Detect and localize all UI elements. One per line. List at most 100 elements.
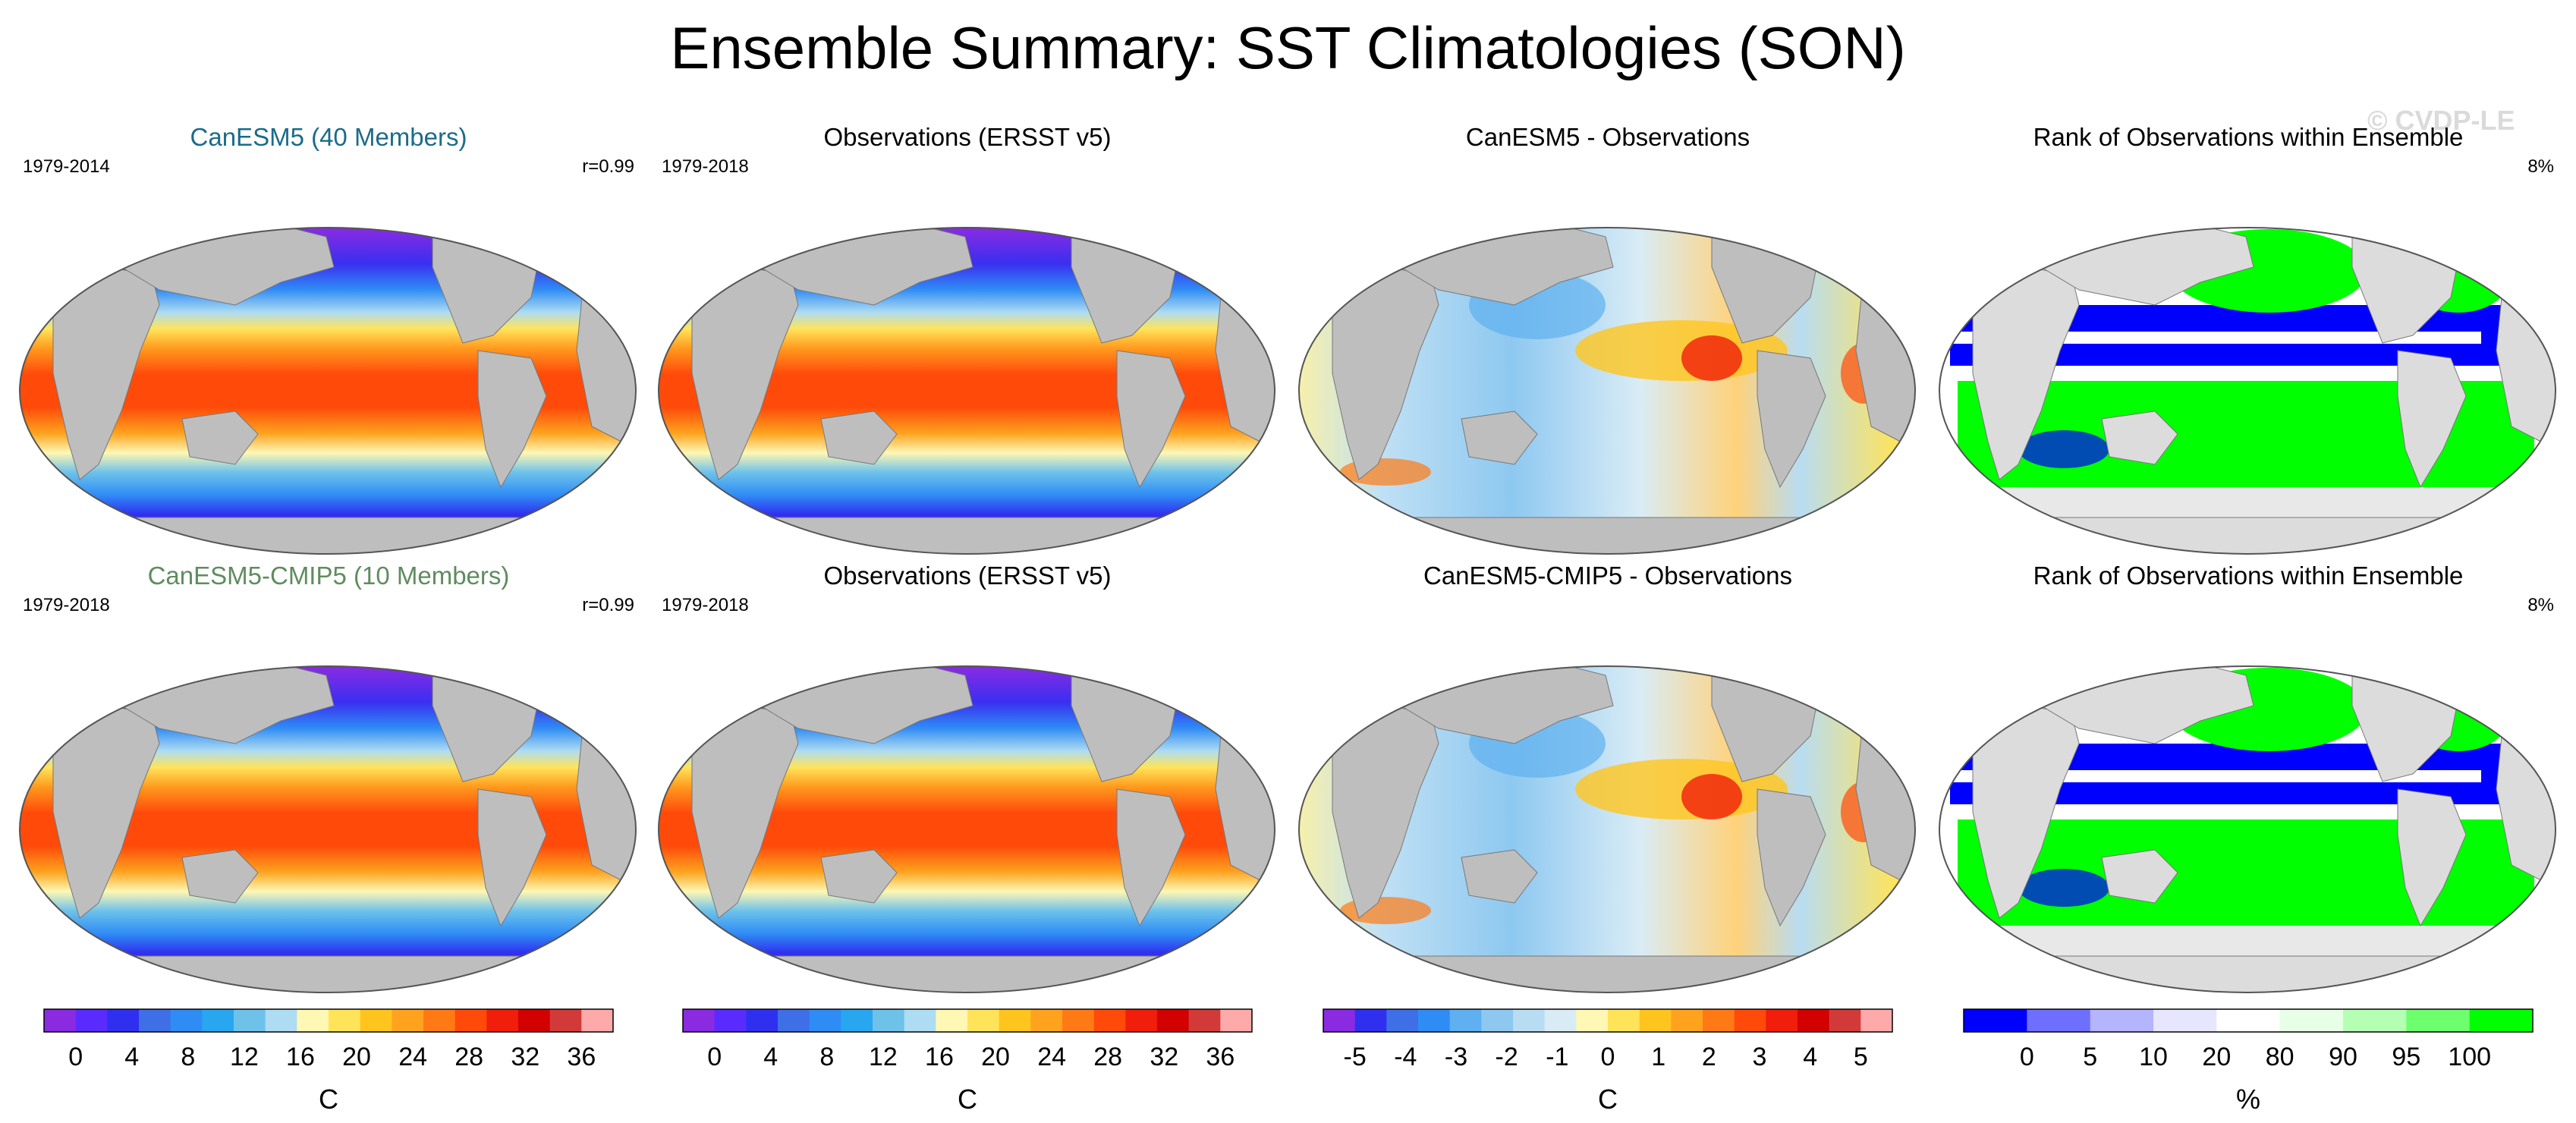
colorbar-tick-label: 12 xyxy=(869,1043,898,1071)
colorbar: -5 -4 -3 -2 -1 0 1 2 3 4 5 C xyxy=(1287,1002,1929,1123)
colorbar-swatch xyxy=(1386,1009,1419,1032)
colorbar-swatch xyxy=(2406,1009,2471,1032)
colorbar-tick-label: 0 xyxy=(707,1043,722,1071)
map-plot xyxy=(1939,227,2556,555)
colorbar-tick-label: 32 xyxy=(511,1043,539,1071)
map-panel: CanESM5-CMIP5 (10 Members) 1979-2018 r=0.9… xyxy=(8,562,650,1002)
colorbar-swatch xyxy=(1323,1009,1356,1032)
land-mass xyxy=(2397,350,2467,489)
period-label: 1979-2014 xyxy=(23,156,110,177)
colorbar-swatch xyxy=(873,1009,905,1032)
land-mass xyxy=(1757,350,1826,489)
colorbar-swatch xyxy=(170,1009,203,1032)
colorbar-swatch xyxy=(297,1009,329,1032)
colorbar: 0 5 10 20 80 90 95 100% xyxy=(1927,1002,2569,1123)
colorbar-tick-label: 100 xyxy=(2448,1043,2491,1071)
land-mass xyxy=(1461,849,1538,904)
map-plot xyxy=(658,227,1275,555)
colorbar-swatch xyxy=(1766,1009,1798,1032)
colorbar: 0 4 8 12 16 20 24 28 32 36 C xyxy=(8,1002,650,1123)
colorbar-swatch xyxy=(2216,1009,2281,1032)
colorbar-tick-label: 36 xyxy=(1206,1043,1235,1071)
colorbar-swatch xyxy=(1157,1009,1190,1032)
colorbar-swatch xyxy=(1481,1009,1514,1032)
colorbar-swatch xyxy=(2343,1009,2407,1032)
colorbar-swatch xyxy=(1125,1009,1158,1032)
colorbar-swatch xyxy=(454,1009,487,1032)
land-mass xyxy=(1461,411,1538,465)
panel-title: Rank of Observations within Ensemble xyxy=(2033,562,2464,590)
colorbar-tick-label: 4 xyxy=(124,1043,139,1071)
colorbar-tick-label: 12 xyxy=(230,1043,259,1071)
colorbar-swatch xyxy=(107,1009,140,1032)
colorbar-swatch xyxy=(714,1009,747,1032)
map-panel: Observations (ERSST v5) 1979-2018 xyxy=(646,562,1288,1002)
colorbar-tick-label: 3 xyxy=(1753,1043,1767,1071)
colorbar-tick-label: -5 xyxy=(1344,1043,1367,1071)
stat-label: 8% xyxy=(2527,156,2554,177)
colorbar-tick-label: 32 xyxy=(1150,1043,1178,1071)
colorbar-units: % xyxy=(2235,1084,2260,1115)
colorbar-swatch xyxy=(1544,1009,1577,1032)
colorbar-swatch xyxy=(746,1009,778,1032)
map-plot xyxy=(1298,665,1916,993)
colorbar-units: C xyxy=(958,1084,977,1115)
stat-label: 8% xyxy=(2527,595,2554,615)
panel-title: Rank of Observations within Ensemble xyxy=(2033,123,2464,151)
colorbar-swatch xyxy=(1188,1009,1221,1032)
colorbar-swatch xyxy=(1671,1009,1703,1032)
map-plot xyxy=(19,665,637,993)
period-label: 1979-2018 xyxy=(662,595,749,615)
colorbar-units: C xyxy=(1598,1084,1618,1115)
panel-title: CanESM5 (40 Members) xyxy=(190,123,467,151)
map-plot xyxy=(658,665,1275,993)
colorbar-swatch xyxy=(1354,1009,1387,1032)
colorbar-swatch xyxy=(999,1009,1031,1032)
colorbar-swatch xyxy=(841,1009,873,1032)
colorbar-tick-label: 20 xyxy=(342,1043,371,1071)
colorbar-swatch xyxy=(1964,1009,2027,1032)
colorbar-tick-label: -4 xyxy=(1394,1043,1417,1071)
watermark: © CVDP-LE xyxy=(2367,105,2515,136)
colorbar-swatch xyxy=(265,1009,297,1032)
colorbar-swatch xyxy=(904,1009,936,1032)
colorbar-tick-label: 80 xyxy=(2266,1043,2294,1071)
colorbar-swatch xyxy=(778,1009,810,1032)
colorbar-swatch xyxy=(423,1009,456,1032)
colorbar-tick-label: 10 xyxy=(2139,1043,2168,1071)
land-mass xyxy=(2397,788,2467,927)
map-plot xyxy=(1298,227,1916,555)
colorbar-swatch xyxy=(1418,1009,1451,1032)
colorbar-swatch xyxy=(1062,1009,1095,1032)
period-label: 1979-2018 xyxy=(23,595,110,615)
colorbar-swatch xyxy=(1734,1009,1766,1032)
map-plot xyxy=(1939,665,2556,993)
map-panel: CanESM5-CMIP5 - Observations xyxy=(1287,562,1929,1002)
colorbar-tick-label: -2 xyxy=(1496,1043,1518,1071)
colorbar-swatch xyxy=(1798,1009,1830,1032)
period-label: 1979-2018 xyxy=(662,156,749,177)
panel-title: CanESM5-CMIP5 (10 Members) xyxy=(147,562,510,590)
colorbar-swatch xyxy=(75,1009,108,1032)
colorbar-tick-label: 5 xyxy=(2083,1043,2097,1071)
colorbar-swatch xyxy=(202,1009,234,1032)
colorbar-swatch xyxy=(360,1009,392,1032)
land-mass xyxy=(1116,788,1186,927)
land-mass xyxy=(820,411,898,465)
map-panel: Observations (ERSST v5) 1979-2018 xyxy=(646,123,1288,563)
colorbar-tick-label: 20 xyxy=(2202,1043,2231,1071)
colorbar-tick-label: 4 xyxy=(763,1043,778,1071)
colorbar-swatch xyxy=(1608,1009,1640,1032)
colorbar-tick-label: 20 xyxy=(981,1043,1010,1071)
colorbar-swatch xyxy=(1703,1009,1735,1032)
colorbar-tick-label: 2 xyxy=(1702,1043,1716,1071)
colorbar: 0 4 8 12 16 20 24 28 32 36 C xyxy=(646,1002,1288,1123)
colorbar-swatch xyxy=(936,1009,968,1032)
colorbar-swatch xyxy=(1093,1009,1126,1032)
colorbar-swatch xyxy=(2090,1009,2154,1032)
colorbar-swatch xyxy=(549,1009,582,1032)
stat-label: r=0.99 xyxy=(582,595,634,615)
colorbar-swatch xyxy=(1513,1009,1546,1032)
map-panel: Rank of Observations within Ensemble 8% xyxy=(1927,562,2569,1002)
colorbar-swatch xyxy=(809,1009,841,1032)
